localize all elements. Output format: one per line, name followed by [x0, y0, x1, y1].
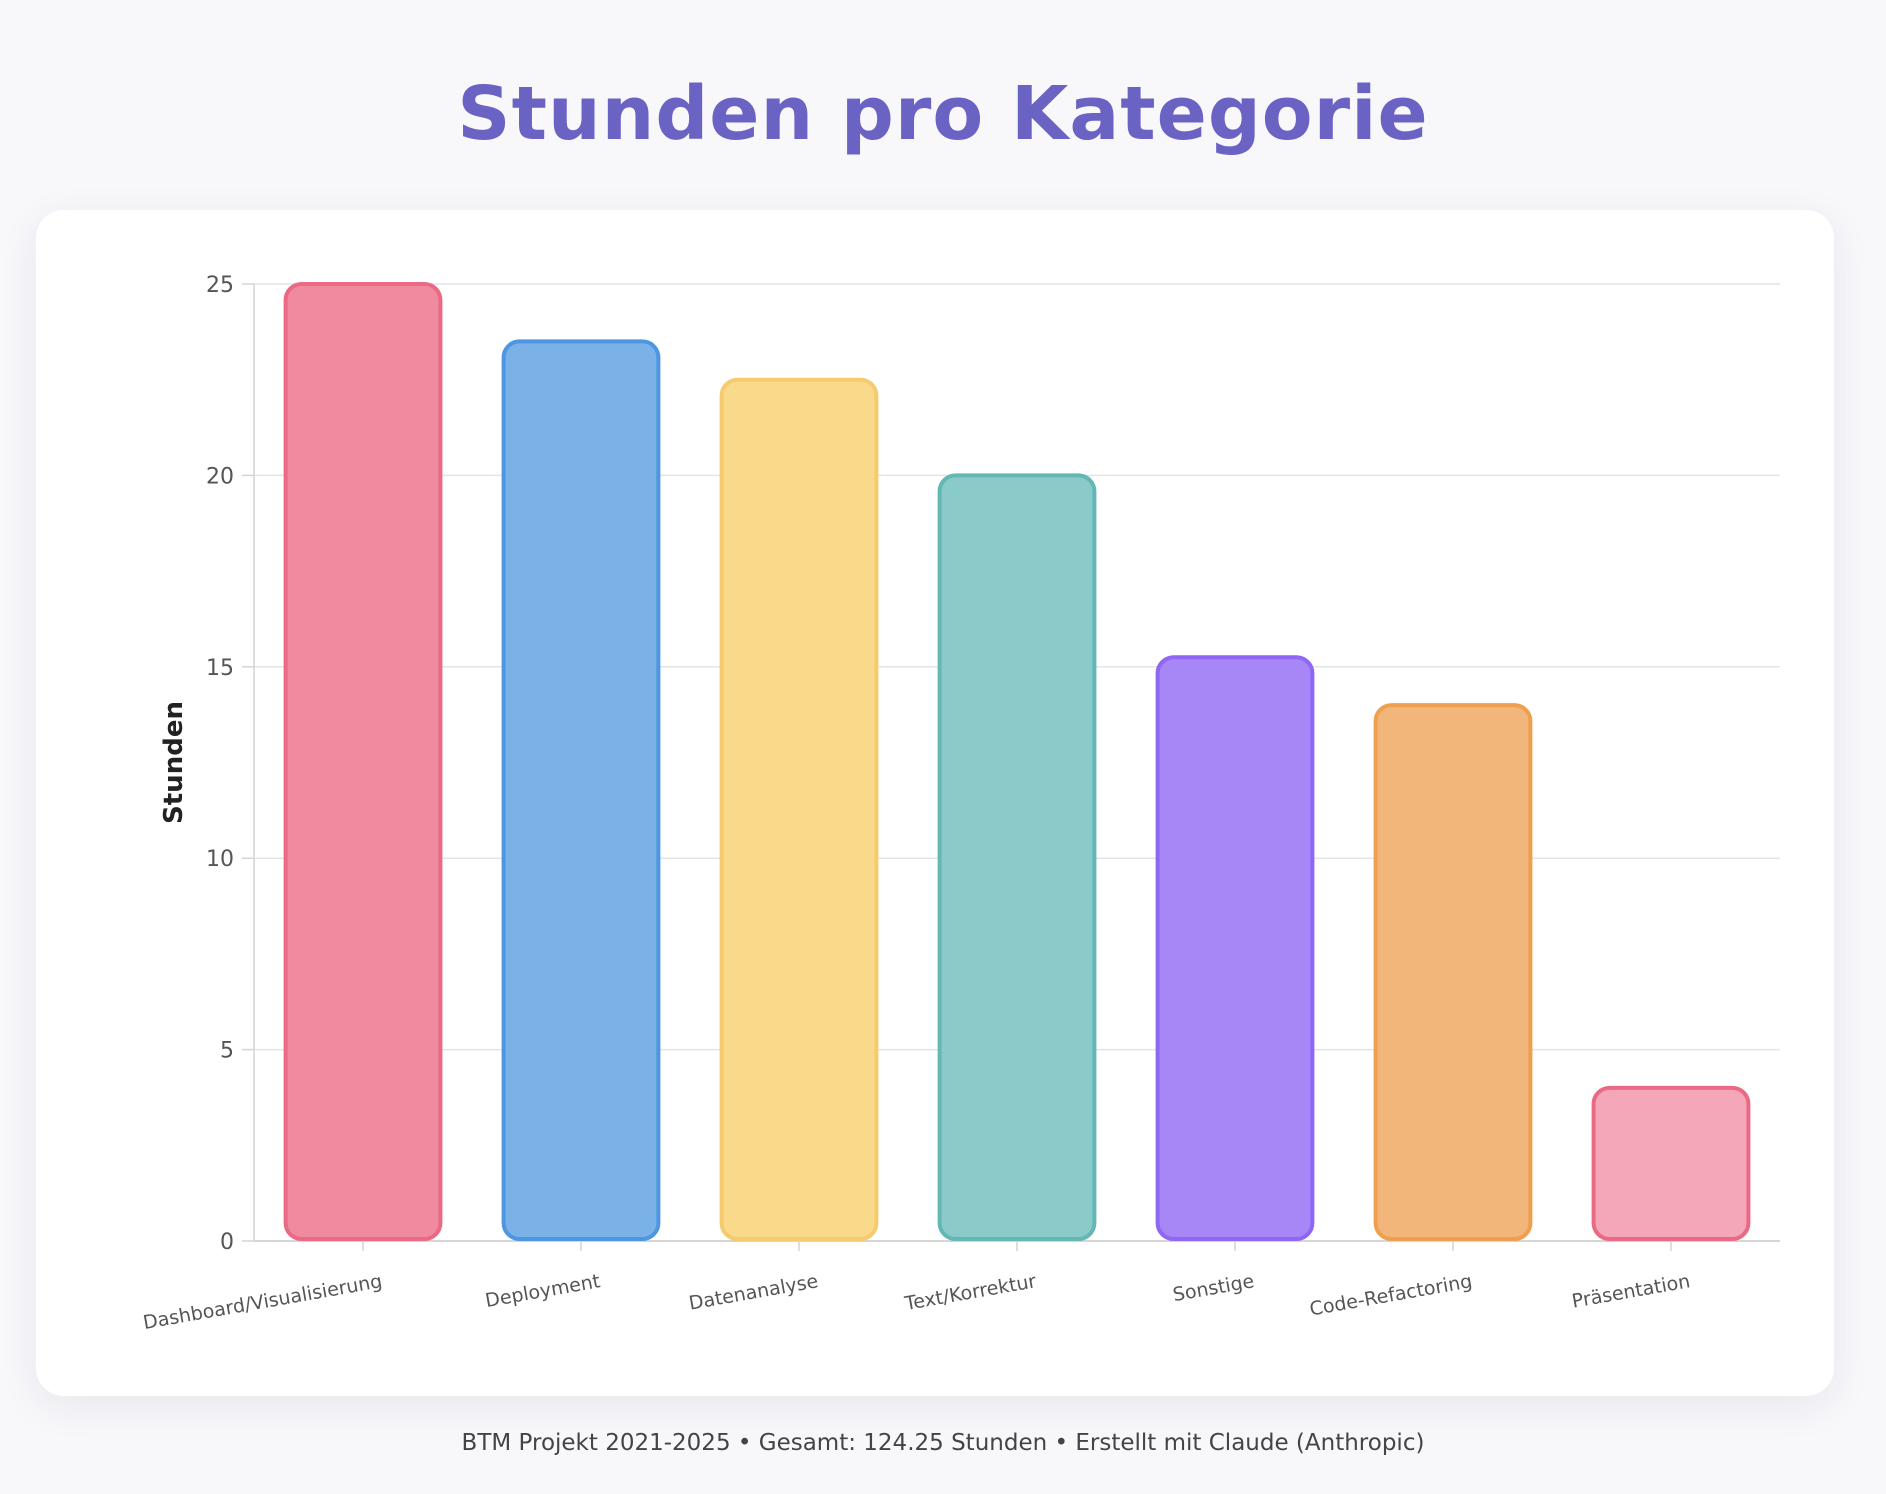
y-tick-label: 25 [206, 273, 234, 298]
x-tick-label: Datenanalyse [687, 1270, 820, 1314]
y-tick-label: 0 [220, 1230, 234, 1255]
x-tick-label: Dashboard/Visualisierung [141, 1270, 383, 1334]
footer-text: BTM Projekt 2021-2025 • Gesamt: 124.25 S… [461, 1430, 1425, 1456]
y-tick-label: 10 [206, 847, 234, 872]
x-tick-label: Code-Refactoring [1308, 1270, 1474, 1320]
x-tick-label: Deployment [484, 1270, 602, 1312]
x-tick-label: Sonstige [1171, 1270, 1256, 1306]
y-tick-label: 20 [206, 464, 234, 489]
chart-card: 0 5 10 15 20 25 Dashboard/Visualisierung Deploy… [36, 210, 1834, 1396]
bar [1373, 703, 1533, 1241]
bar-chart: 0 5 10 15 20 25 Dashboard/Visualisierung Deploy… [141, 273, 1780, 1334]
y-axis-label: Stunden [159, 701, 189, 824]
bar [283, 282, 443, 1241]
bar [719, 377, 879, 1241]
bar [1591, 1085, 1751, 1241]
bar [1155, 655, 1315, 1242]
page-title: Stunden pro Kategorie [457, 71, 1429, 157]
x-tick-label: Präsentation [1570, 1270, 1692, 1312]
bar [937, 473, 1097, 1241]
y-tick-label: 5 [220, 1039, 234, 1064]
x-tick-label: Text/Korrektur [902, 1270, 1038, 1315]
axes [242, 283, 1672, 1251]
bars [283, 282, 1751, 1242]
bar [501, 339, 661, 1242]
y-tick-label: 15 [206, 656, 234, 681]
